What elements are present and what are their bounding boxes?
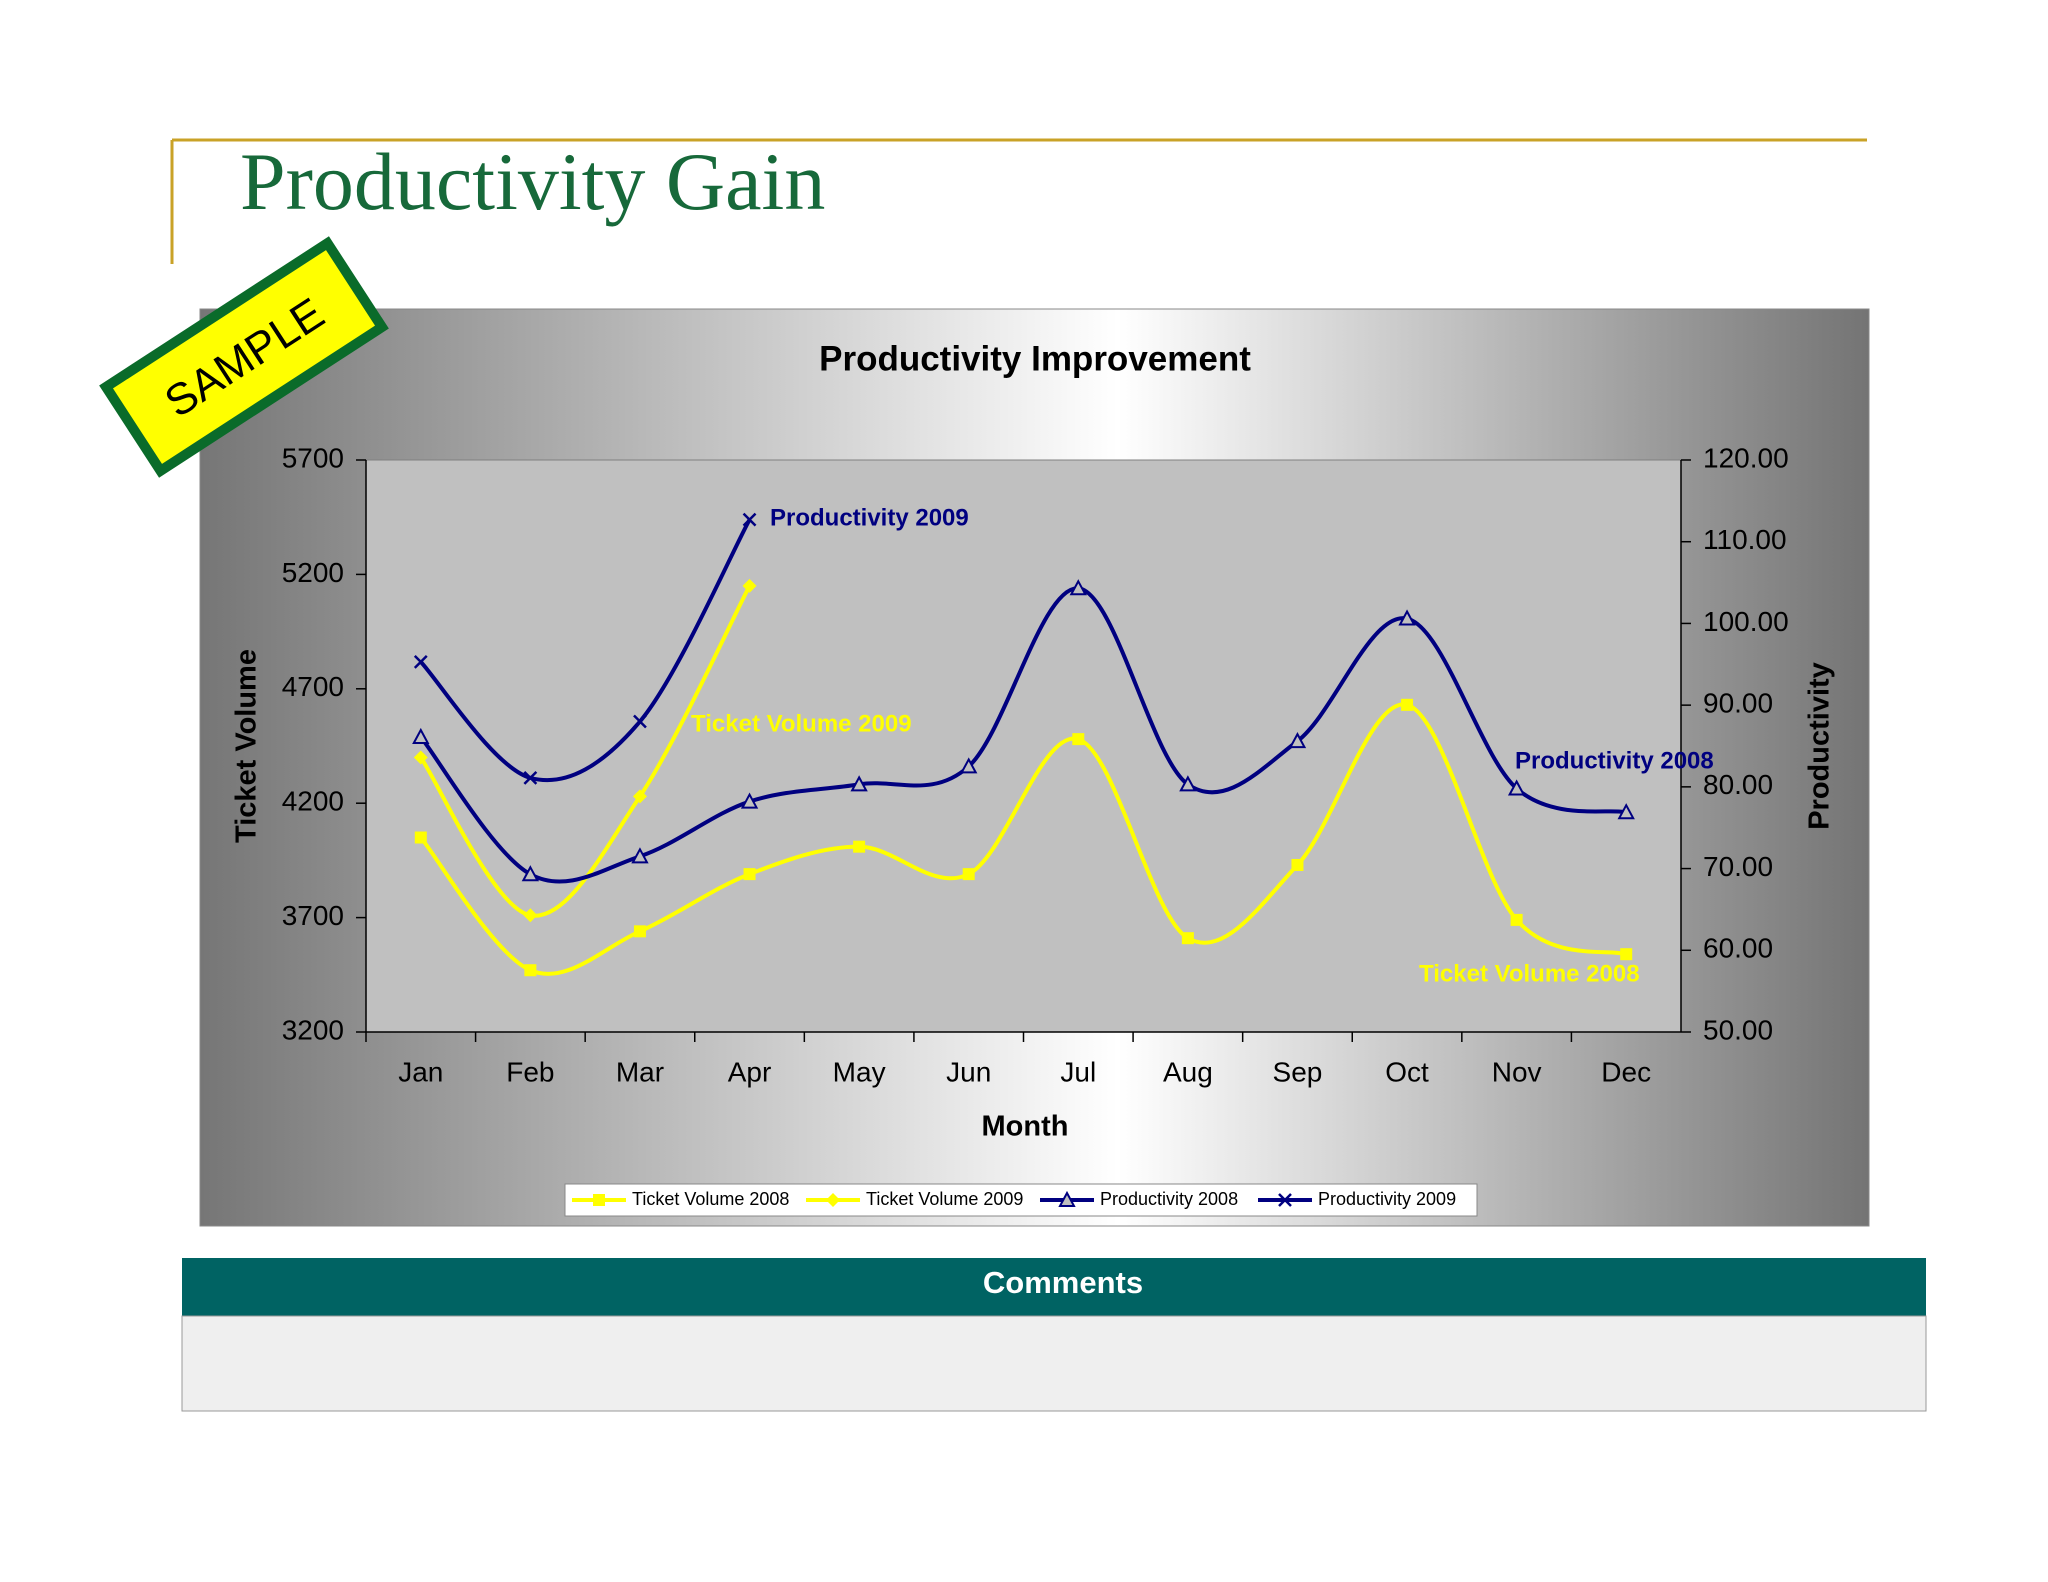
y2-tick-label: 60.00 [1703,933,1773,964]
y2-tick-label: 100.00 [1703,606,1789,637]
marker [850,775,868,792]
x-tick-label: May [833,1056,886,1087]
x-tick-label: Jun [946,1056,991,1087]
marker [633,714,647,729]
marker [1288,731,1307,749]
page-title: Productivity Gain [240,136,825,227]
x-tick-label: Feb [506,1056,554,1087]
marker [1069,579,1087,596]
marker [413,750,428,765]
x-tick-label: Apr [728,1056,772,1087]
comments-box [181,1315,1927,1412]
y2-tick-label: 80.00 [1703,769,1773,800]
y-tick-label: 4700 [282,671,344,702]
legend-label: Ticket Volume 2008 [632,1189,789,1209]
marker [632,789,647,804]
x-tick-label: Nov [1492,1056,1542,1087]
x-tick-label: Jan [398,1056,443,1087]
y-tick-label: 4200 [282,786,344,817]
marker [1058,1190,1076,1207]
legend-label: Productivity 2008 [1100,1189,1238,1209]
marker [593,1194,605,1206]
marker [1398,609,1416,626]
x-tick-label: Dec [1601,1056,1651,1087]
y-tick-label: 3200 [282,1014,344,1045]
marker [414,831,427,844]
y2-tick-label: 120.00 [1703,442,1789,473]
x-tick-label: Jul [1060,1056,1096,1087]
legend [564,1183,1478,1217]
y-tick-label: 5700 [282,442,344,473]
series-line [419,518,752,783]
marker [1617,803,1635,820]
marker [1401,698,1414,711]
marker [826,1193,840,1207]
marker [523,770,538,785]
marker [1179,775,1197,792]
stamp-box [99,236,389,478]
legend-label: Ticket Volume 2009 [866,1189,1023,1209]
marker [524,964,537,977]
y2-tick-label: 90.00 [1703,688,1773,719]
y2-axis-label: Productivity [1804,662,1836,830]
y-tick-label: 5200 [282,557,344,588]
marker [413,654,428,669]
y2-tick-label: 50.00 [1703,1014,1773,1045]
comments-heading: Comments [983,1265,1143,1300]
marker [412,727,430,745]
x-tick-label: Sep [1273,1056,1323,1087]
marker [1072,733,1085,746]
marker [853,840,866,853]
marker [742,578,757,593]
marker [743,868,756,881]
chart-title: Productivity Improvement [819,339,1251,378]
marker [1181,932,1194,945]
annotation: Ticket Volume 2008 [1419,960,1640,987]
marker [1291,858,1304,871]
annotation: Ticket Volume 2009 [691,710,912,737]
marker [523,908,538,923]
x-tick-label: Mar [616,1056,664,1087]
marker [1510,913,1523,926]
marker [521,865,540,882]
x-tick-label: Oct [1385,1056,1429,1087]
marker [740,792,759,809]
marker [742,512,757,527]
plot-area [365,459,1682,1033]
marker [962,868,975,881]
marker [1507,779,1526,796]
annotation: Productivity 2008 [1515,747,1714,774]
y-axis-label: Ticket Volume [231,649,263,843]
series-line [419,586,1627,884]
marker [633,925,646,938]
x-tick-label: Aug [1163,1056,1213,1087]
marker [960,757,978,774]
legend-label: Productivity 2009 [1318,1189,1456,1209]
marker [1278,1193,1292,1207]
y-tick-label: 3700 [282,900,344,931]
marker [1620,948,1633,961]
annotation: Productivity 2009 [770,504,969,531]
comments-header [182,1258,1926,1316]
x-axis-label: Month [982,1111,1069,1143]
y2-tick-label: 110.00 [1703,524,1787,555]
series-line [419,584,752,918]
marker [631,847,649,864]
y2-tick-label: 70.00 [1703,851,1773,882]
